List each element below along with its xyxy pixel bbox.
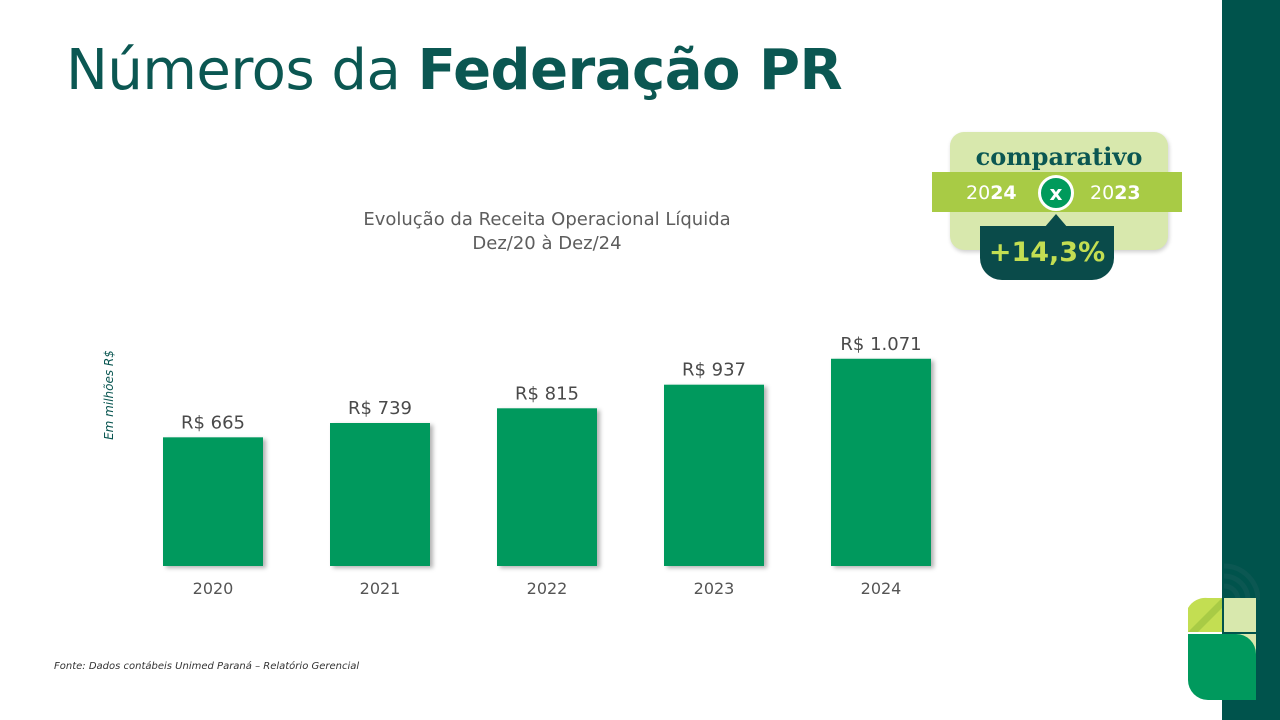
x-tick-2024: 2024	[861, 579, 902, 598]
badge-year-strip: 2024 x 2023	[932, 172, 1182, 212]
data-label-2023: R$ 937	[682, 360, 746, 381]
chart-title-line2: Dez/20 à Dez/24	[472, 233, 622, 254]
badge-year-previous: 2023	[1090, 182, 1141, 204]
badge-year-previous-suffix: 23	[1114, 182, 1141, 204]
badge-change: +14,3%	[980, 226, 1114, 280]
badge-year-current: 2024	[966, 182, 1017, 204]
page-title: Números da Federação PR	[66, 38, 843, 103]
data-label-2020: R$ 665	[181, 412, 245, 433]
title-bold: Federação PR	[417, 38, 843, 103]
data-label-2021: R$ 739	[348, 398, 412, 419]
chart-title: Evolução da Receita Operacional Líquida …	[300, 208, 794, 256]
bar-2023	[664, 384, 764, 566]
title-light: Números da	[66, 38, 401, 103]
versus-icon: x	[1038, 175, 1074, 211]
bar-2022	[497, 408, 597, 566]
chart-title-line1: Evolução da Receita Operacional Líquida	[363, 209, 731, 230]
badge-year-previous-prefix: 20	[1090, 182, 1115, 204]
x-tick-2023: 2023	[694, 579, 735, 598]
x-tick-2021: 2021	[360, 579, 401, 598]
data-label-2022: R$ 815	[515, 383, 579, 404]
unimed-logo-icon	[1188, 563, 1260, 700]
data-label-2024: R$ 1.071	[840, 334, 921, 355]
x-tick-2022: 2022	[527, 579, 568, 598]
badge-label: comparativo	[975, 142, 1143, 171]
bar-2020	[163, 437, 263, 566]
bar-2024	[831, 358, 931, 566]
comparison-badge: comparativo 2024 x 2023 +14,3%	[932, 132, 1182, 282]
badge-year-current-suffix: 24	[990, 182, 1017, 204]
bar-2021	[330, 423, 430, 566]
badge-year-current-prefix: 20	[966, 182, 991, 204]
badge-notch	[1044, 214, 1068, 228]
x-tick-2020: 2020	[193, 579, 234, 598]
source-note: Fonte: Dados contábeis Unimed Paraná – R…	[54, 661, 360, 672]
